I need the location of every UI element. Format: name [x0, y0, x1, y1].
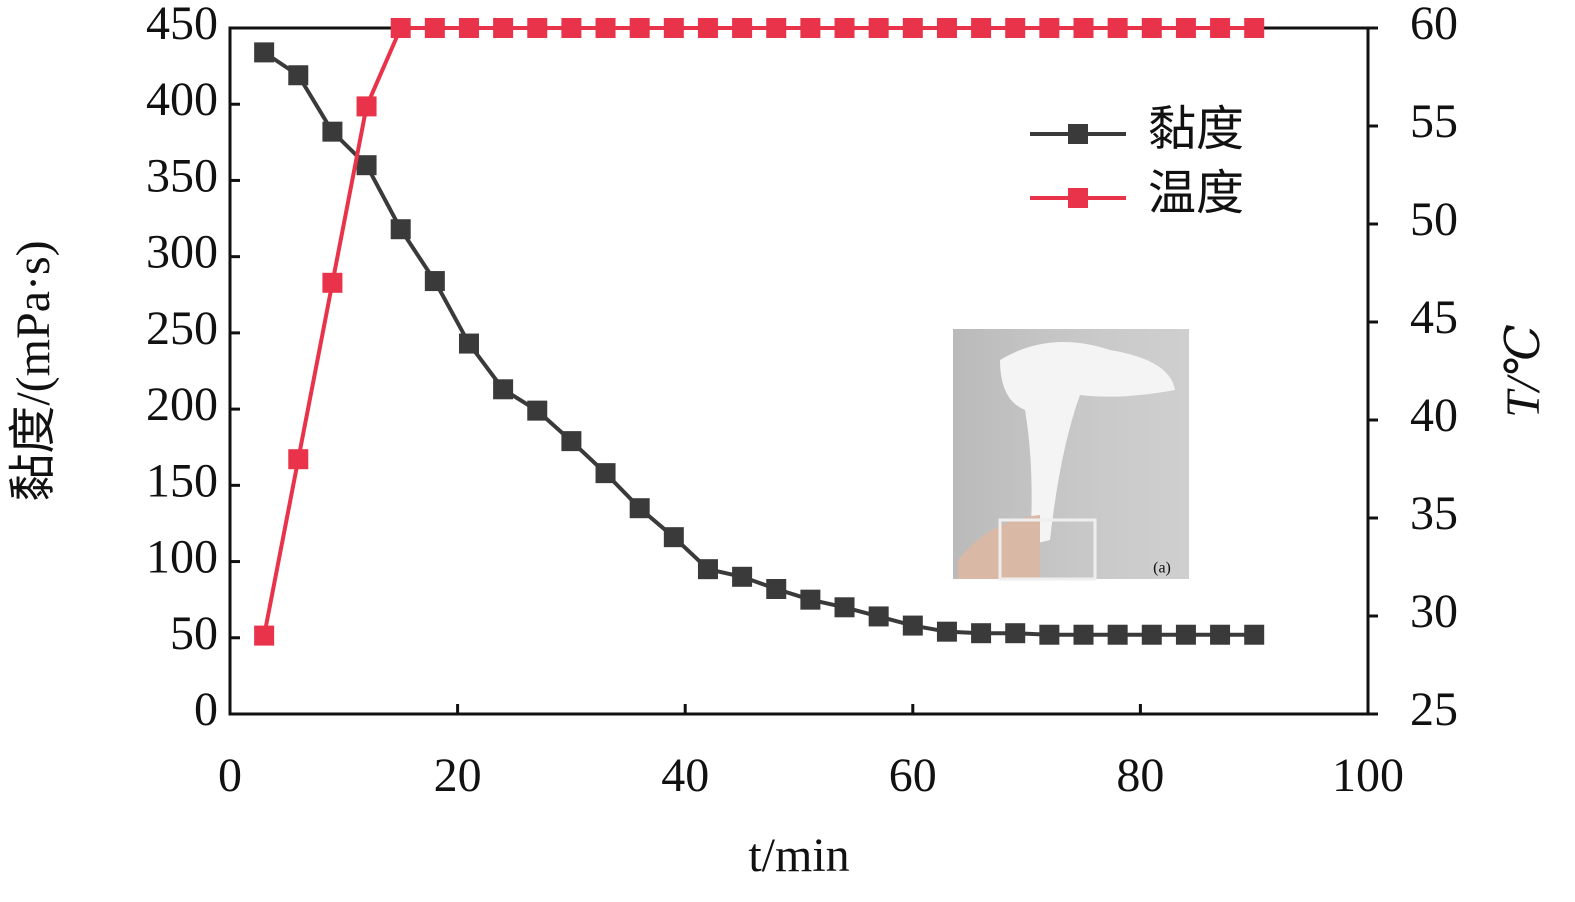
point-marker [390, 18, 411, 38]
point-marker [732, 566, 753, 587]
x-tick-label: 80 [1116, 749, 1164, 802]
y2-tick-label: 30 [1410, 585, 1458, 638]
y-tick-label: 100 [146, 531, 218, 584]
point-marker [390, 219, 411, 240]
point-marker [1141, 18, 1162, 38]
y2-tick-label: 55 [1410, 95, 1458, 148]
point-marker [1244, 624, 1265, 645]
point-marker [1039, 624, 1060, 645]
x-tick-label: 0 [218, 749, 242, 802]
y-tick-label: 450 [146, 0, 218, 50]
point-marker [834, 597, 855, 618]
x-tick-label: 100 [1332, 749, 1404, 802]
foam [1000, 342, 1175, 545]
point-marker [902, 615, 923, 636]
point-marker [800, 589, 821, 610]
y-tick-label: 0 [194, 683, 218, 736]
point-marker [288, 65, 309, 86]
point-marker [322, 272, 343, 293]
point-marker [1005, 623, 1026, 644]
legend-marker [1068, 124, 1088, 144]
point-marker [595, 18, 616, 38]
point-marker [800, 18, 821, 38]
point-marker [356, 155, 377, 176]
point-marker [1005, 18, 1026, 38]
point-marker [732, 18, 753, 38]
point-marker [868, 606, 889, 627]
y2-tick-label: 25 [1410, 683, 1458, 736]
point-marker [1141, 624, 1162, 645]
point-marker [254, 42, 275, 63]
point-marker [936, 18, 957, 38]
point-marker [834, 18, 855, 38]
y-tick-label: 50 [170, 607, 218, 660]
legend-label: 温度 [1148, 167, 1244, 220]
point-marker [595, 463, 616, 484]
y-axis-label: 黏度/(mPa·s) [7, 240, 60, 501]
point-marker [766, 578, 787, 599]
point-marker [971, 18, 992, 38]
y2-axis-label: T/℃ [1497, 324, 1550, 418]
point-marker [663, 527, 684, 548]
y-tick-label: 250 [146, 302, 218, 355]
point-marker [1210, 18, 1231, 38]
y2-tick-label: 35 [1410, 487, 1458, 540]
point-marker [322, 121, 343, 142]
y2-tick-label: 60 [1410, 0, 1458, 50]
x-tick-label: 40 [661, 749, 709, 802]
y2-tick-label: 50 [1410, 193, 1458, 246]
point-marker [561, 431, 582, 452]
point-marker [254, 625, 275, 646]
point-marker [527, 400, 548, 421]
point-marker [1039, 18, 1060, 38]
inset-label: (a) [1153, 560, 1171, 577]
point-marker [1175, 624, 1196, 645]
point-marker [697, 559, 718, 580]
point-marker [766, 18, 787, 38]
point-marker [424, 271, 445, 292]
y-tick-label: 150 [146, 454, 218, 507]
legend-marker [1068, 188, 1088, 208]
point-marker [424, 18, 445, 38]
point-marker [458, 333, 479, 354]
x-tick-label: 20 [434, 749, 482, 802]
point-marker [458, 18, 479, 38]
point-marker [1107, 624, 1128, 645]
point-marker [1210, 624, 1231, 645]
legend-label: 黏度 [1148, 103, 1244, 156]
inset-photo: (a) [953, 329, 1189, 581]
point-marker [1244, 18, 1265, 38]
point-marker [936, 621, 957, 642]
point-marker [1175, 18, 1196, 38]
point-marker [1107, 18, 1128, 38]
point-marker [1073, 18, 1094, 38]
point-marker [697, 18, 718, 38]
y2-tick-label: 45 [1410, 291, 1458, 344]
point-marker [493, 18, 514, 38]
y-tick-label: 200 [146, 378, 218, 431]
point-marker [493, 379, 514, 400]
point-marker [663, 18, 684, 38]
point-marker [868, 18, 889, 38]
point-marker [902, 18, 923, 38]
point-marker [1073, 624, 1094, 645]
point-marker [561, 18, 582, 38]
point-marker [288, 449, 309, 470]
y2-tick-label: 40 [1410, 389, 1458, 442]
x-tick-label: 60 [889, 749, 937, 802]
x-axis-label: t/min [748, 829, 849, 882]
point-marker [629, 498, 650, 519]
y-tick-label: 350 [146, 149, 218, 202]
point-marker [527, 18, 548, 38]
point-marker [971, 623, 992, 644]
point-marker [356, 96, 377, 117]
y-tick-label: 300 [146, 226, 218, 279]
point-marker [629, 18, 650, 38]
y-tick-label: 400 [146, 73, 218, 126]
beaker [998, 518, 1097, 581]
